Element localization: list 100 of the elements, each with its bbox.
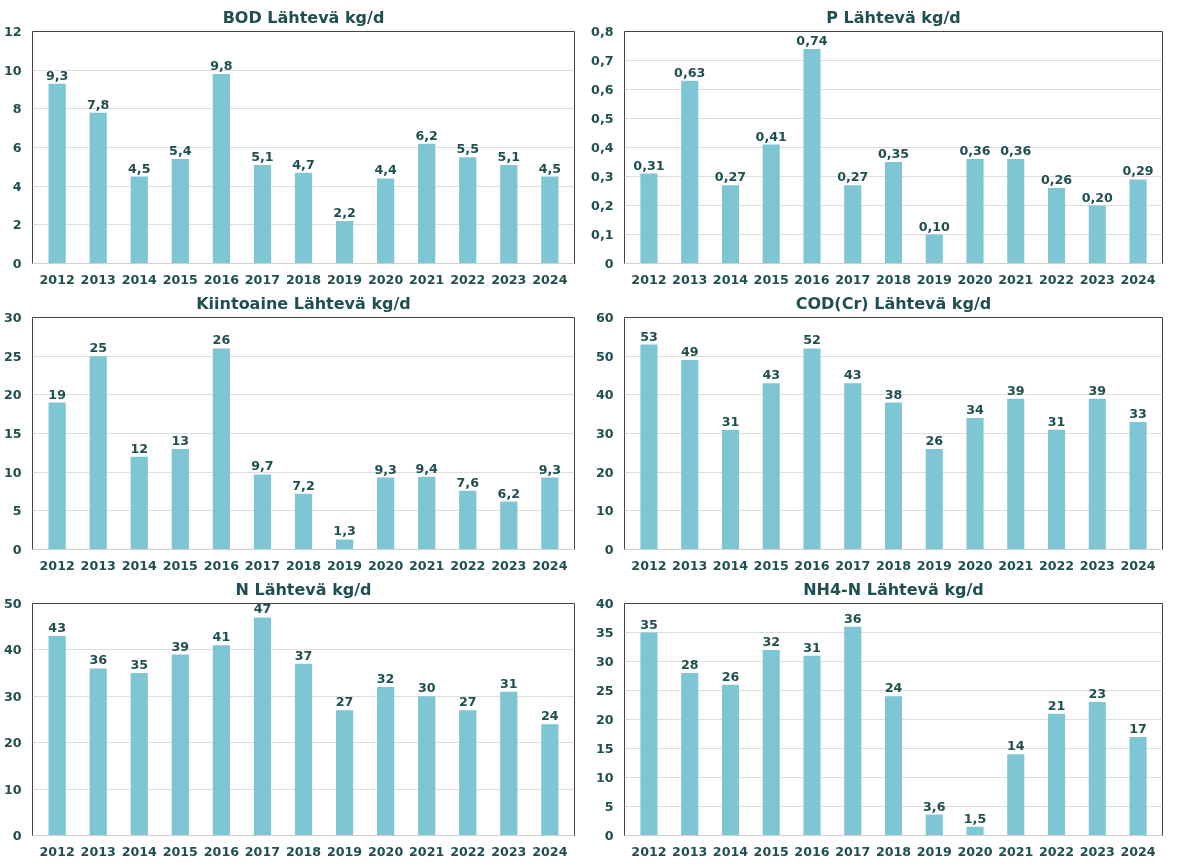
x-tick-label: 2014	[712, 843, 749, 859]
data-label: 4,5	[128, 160, 151, 176]
x-tick-label: 2021	[409, 271, 445, 287]
y-tick-label: 40	[595, 387, 614, 403]
data-label: 14	[1006, 738, 1025, 754]
data-label: 1,3	[333, 523, 356, 539]
data-label: 36	[89, 652, 108, 668]
data-label: 41	[212, 629, 231, 645]
y-tick-label: 15	[3, 426, 22, 441]
x-tick-label: 2020	[957, 557, 993, 573]
x-tick-label: 2013	[672, 557, 708, 573]
x-tick-label: 2012	[39, 557, 75, 573]
data-label: 2,2	[333, 204, 356, 220]
x-tick-label: 2016	[794, 843, 830, 859]
data-label: 0,63	[674, 64, 706, 80]
data-label: 0,74	[796, 32, 828, 48]
data-label: 25	[89, 340, 108, 356]
x-tick-label: 2021	[998, 843, 1034, 859]
x-tick-label: 2024	[532, 271, 568, 287]
data-label: 0,10	[918, 218, 951, 234]
data-label: 36	[843, 610, 862, 626]
data-label: 23	[1088, 686, 1107, 702]
data-label: 13	[171, 432, 190, 448]
x-tick-label: 2015	[753, 557, 789, 573]
data-label: 6,2	[415, 127, 438, 143]
data-label: 0,35	[877, 146, 910, 161]
data-label: 39	[1006, 382, 1025, 398]
y-tick-label: 50	[595, 348, 614, 364]
data-label: 43	[843, 367, 862, 383]
y-tick-label: 0	[604, 542, 614, 557]
data-label: 9,3	[45, 67, 69, 83]
x-tick-label: 2022	[1038, 843, 1075, 859]
data-label: 47	[253, 601, 272, 617]
data-label: 27	[458, 694, 477, 710]
chart-title: P Lähtevä kg/d	[826, 7, 961, 27]
x-tick-label: 2016	[794, 557, 830, 573]
y-tick-label: 12	[3, 24, 22, 39]
data-label: 21	[1047, 697, 1066, 713]
y-tick-label: 15	[595, 741, 614, 756]
data-label: 0,36	[1000, 143, 1032, 159]
x-tick-label: 2019	[916, 843, 952, 859]
x-tick-label: 2022	[1038, 557, 1075, 573]
data-label: 43	[48, 619, 66, 635]
data-label: 5,1	[251, 148, 274, 164]
data-label: 49	[680, 344, 699, 360]
y-tick-label: 10	[595, 770, 614, 785]
data-label: 28	[680, 657, 699, 673]
y-tick-label: 10	[3, 464, 22, 480]
data-label: 33	[1129, 405, 1147, 421]
x-tick-label: 2013	[672, 843, 708, 859]
chart-title: COD(Cr) Lähtevä kg/d	[795, 293, 992, 313]
y-tick-label: 20	[595, 464, 614, 480]
y-tick-label: 0	[12, 256, 22, 271]
x-tick-label: 2023	[491, 271, 527, 287]
x-tick-label: 2024	[532, 557, 568, 573]
data-label: 35	[640, 616, 658, 632]
data-label: 30	[417, 680, 436, 696]
y-tick-label: 0	[12, 828, 22, 843]
x-tick-label: 2012	[631, 271, 667, 287]
data-label: 7,2	[292, 477, 315, 493]
x-tick-label: 2023	[491, 557, 527, 573]
data-label: 4,7	[292, 156, 315, 172]
y-tick-label: 30	[595, 654, 614, 669]
x-tick-label: 2013	[672, 271, 708, 287]
x-tick-label: 2014	[121, 557, 158, 573]
data-label: 43	[762, 367, 781, 383]
data-label: 0,26	[1040, 172, 1073, 188]
data-label: 39	[1088, 382, 1107, 398]
x-tick-label: 2018	[285, 843, 322, 859]
x-tick-label: 2018	[875, 843, 912, 859]
y-tick-label: 25	[595, 683, 614, 698]
data-label: 32	[376, 671, 395, 687]
x-tick-label: 2023	[1079, 557, 1115, 573]
data-label: 5,5	[456, 141, 479, 157]
x-tick-label: 2023	[1079, 271, 1115, 287]
x-tick-label: 2022	[450, 557, 486, 573]
y-tick-label: 50	[3, 596, 22, 611]
y-tick-label: 0,5	[591, 111, 614, 126]
y-tick-label: 25	[3, 348, 22, 364]
data-label: 9,8	[210, 58, 233, 74]
data-label: 39	[171, 638, 190, 654]
x-tick-label: 2019	[916, 271, 952, 287]
x-tick-label: 2019	[916, 557, 952, 573]
y-tick-label: 35	[595, 625, 614, 640]
x-tick-label: 2012	[631, 557, 667, 573]
data-label: 0,41	[755, 128, 787, 144]
y-tick-label: 0,2	[591, 198, 614, 213]
y-tick-label: 2	[12, 217, 22, 233]
x-tick-label: 2020	[368, 843, 404, 859]
data-label: 35	[130, 657, 149, 673]
y-tick-label: 10	[3, 781, 22, 797]
data-label: 6,2	[497, 485, 521, 501]
y-tick-label: 0,1	[591, 227, 614, 242]
chart-title: NH4-N Lähtevä kg/d	[803, 579, 984, 599]
x-tick-label: 2024	[1120, 843, 1156, 859]
data-label: 37	[294, 647, 313, 663]
x-tick-label: 2020	[368, 271, 404, 287]
data-label: 24	[541, 708, 559, 724]
x-tick-label: 2020	[957, 843, 993, 859]
y-tick-label: 0,4	[591, 140, 614, 155]
